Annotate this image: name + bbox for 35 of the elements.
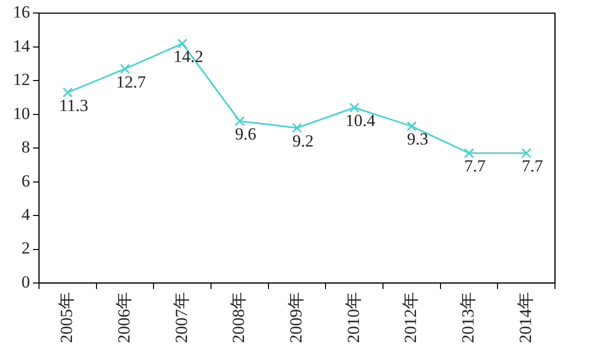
- y-tick-label: 0: [22, 272, 30, 292]
- x-tick-label: 2009年: [286, 292, 306, 343]
- x-tick-label: 2008年: [229, 292, 248, 343]
- y-tick-label: 4: [22, 205, 30, 224]
- point: [292, 122, 302, 133]
- data-label: 10.4: [345, 111, 376, 130]
- point: [177, 38, 188, 49]
- y-tick-label: 8: [22, 138, 30, 157]
- y-tick-label: 12: [13, 70, 30, 90]
- data-label: 9.3: [407, 130, 428, 149]
- x-tick-label: 2006年: [114, 292, 134, 343]
- data-label: 9.2: [292, 131, 314, 150]
- x-tick-label: 2007年: [172, 292, 191, 343]
- point: [120, 64, 130, 74]
- point: [521, 148, 532, 158]
- y-tick-label: 16: [13, 2, 30, 22]
- y-tick-label: 2: [22, 238, 30, 258]
- point: [406, 121, 417, 132]
- x-tick-label: 2012年: [401, 292, 420, 343]
- x-tick-label: 2013年: [458, 292, 478, 343]
- point: [464, 148, 474, 158]
- point: [234, 116, 245, 126]
- y-tick-label: 10: [13, 104, 30, 123]
- data-label: 7.7: [522, 156, 544, 176]
- data-label: 9.6: [235, 124, 256, 144]
- data-label: 11.3: [59, 96, 88, 115]
- data-label: 7.7: [464, 156, 486, 176]
- x-tick-label: 2005年: [57, 292, 76, 343]
- x-tick-label: 2014年: [516, 292, 535, 343]
- point: [349, 102, 360, 113]
- point: [62, 87, 73, 98]
- y-tick-label: 14: [13, 36, 30, 56]
- y-tick-label: 6: [22, 171, 30, 190]
- data-label: 12.7: [116, 72, 146, 92]
- x-tick-label: 2010年: [344, 292, 363, 343]
